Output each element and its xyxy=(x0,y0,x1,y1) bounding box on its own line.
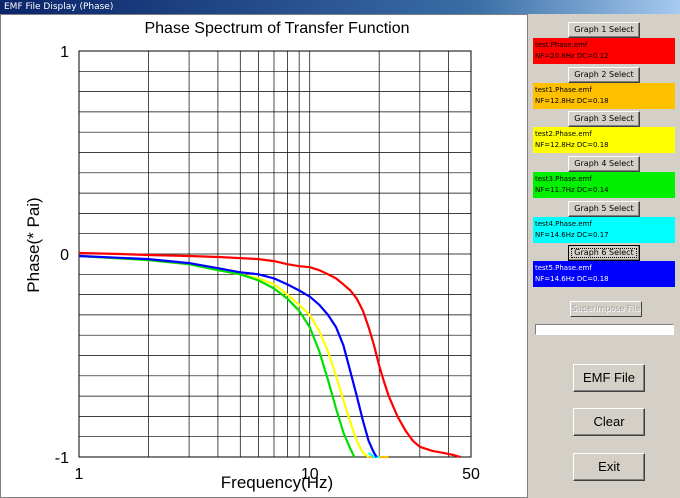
control-panel: Graph 1 Select test.Phase.emf NF=20.8Hz DC… xyxy=(528,14,680,498)
graph-params: NF=20.8Hz DC=0.12 xyxy=(535,52,609,60)
series-line-4 xyxy=(78,254,356,458)
graph-file-name: test2.Phase.emf xyxy=(535,130,592,138)
x-tick-label: 1 xyxy=(75,466,84,483)
series-line-1 xyxy=(78,251,461,459)
graph-5-info: test4.Phase.emf NF=14.6Hz DC=0.17 xyxy=(533,217,675,243)
y-tick-label: 1 xyxy=(60,44,69,61)
graph-file-name: test.Phase.emf xyxy=(535,41,588,49)
graph-2-select-button[interactable]: Graph 2 Select xyxy=(568,67,640,83)
clear-button[interactable]: Clear xyxy=(573,408,645,436)
exit-button[interactable]: Exit xyxy=(573,453,645,481)
superimpose-file-button[interactable]: Superimpose File xyxy=(570,301,642,317)
y-axis-label: Phase(* Pai) xyxy=(24,197,43,292)
x-tick-label: 50 xyxy=(462,466,480,483)
graph-5-select-button[interactable]: Graph 5 Select xyxy=(568,201,640,217)
series-line-3 xyxy=(78,254,370,458)
series-line-6 xyxy=(78,254,378,458)
emf-file-button[interactable]: EMF File xyxy=(573,364,645,392)
graph-1-select-button[interactable]: Graph 1 Select xyxy=(568,22,640,38)
graph-3-select-button[interactable]: Graph 3 Select xyxy=(568,111,640,127)
series-line-5 xyxy=(367,452,380,459)
graph-params: NF=12.8Hz DC=0.18 xyxy=(535,141,609,149)
graph-4-select-button[interactable]: Graph 4 Select xyxy=(568,156,640,172)
x-tick-label: 10 xyxy=(301,466,319,483)
graph-2-info: test1.Phase.emf NF=12.8Hz DC=0.18 xyxy=(533,83,675,109)
y-tick-label: 0 xyxy=(60,247,69,264)
phase-chart: Phase Spectrum of Transfer Function 1 10 5… xyxy=(24,20,480,492)
graph-6-select-button[interactable]: Graph 6 Select xyxy=(568,245,640,261)
graph-params: NF=14.6Hz DC=0.17 xyxy=(535,231,609,239)
progress-bar xyxy=(535,324,674,335)
window-title: EMF File Display (Phase) xyxy=(4,2,114,12)
graph-file-name: test1.Phase.emf xyxy=(535,86,592,94)
graph-4-info: test3.Phase.emf NF=11.7Hz DC=0.14 xyxy=(533,172,675,198)
title-bar: EMF File Display (Phase) xyxy=(0,0,680,14)
graph-file-name: test5.Phase.emf xyxy=(535,264,592,272)
graph-params: NF=11.7Hz DC=0.14 xyxy=(535,186,609,194)
graph-file-name: test3.Phase.emf xyxy=(535,175,592,183)
graph-file-name: test4.Phase.emf xyxy=(535,220,592,228)
graph-1-info: test.Phase.emf NF=20.8Hz DC=0.12 xyxy=(533,38,675,64)
graph-3-info: test2.Phase.emf NF=12.8Hz DC=0.18 xyxy=(533,127,675,153)
chart-title: Phase Spectrum of Transfer Function xyxy=(144,20,409,37)
y-tick-label: -1 xyxy=(55,450,69,467)
graph-6-info: test5.Phase.emf NF=14.6Hz DC=0.18 xyxy=(533,261,675,287)
graph-params: NF=12.8Hz DC=0.18 xyxy=(535,97,609,105)
graph-params: NF=14.6Hz DC=0.18 xyxy=(535,275,609,283)
x-axis-label: Frequency(Hz) xyxy=(221,473,333,492)
chart-area: Phase Spectrum of Transfer Function 1 10 5… xyxy=(0,14,528,498)
